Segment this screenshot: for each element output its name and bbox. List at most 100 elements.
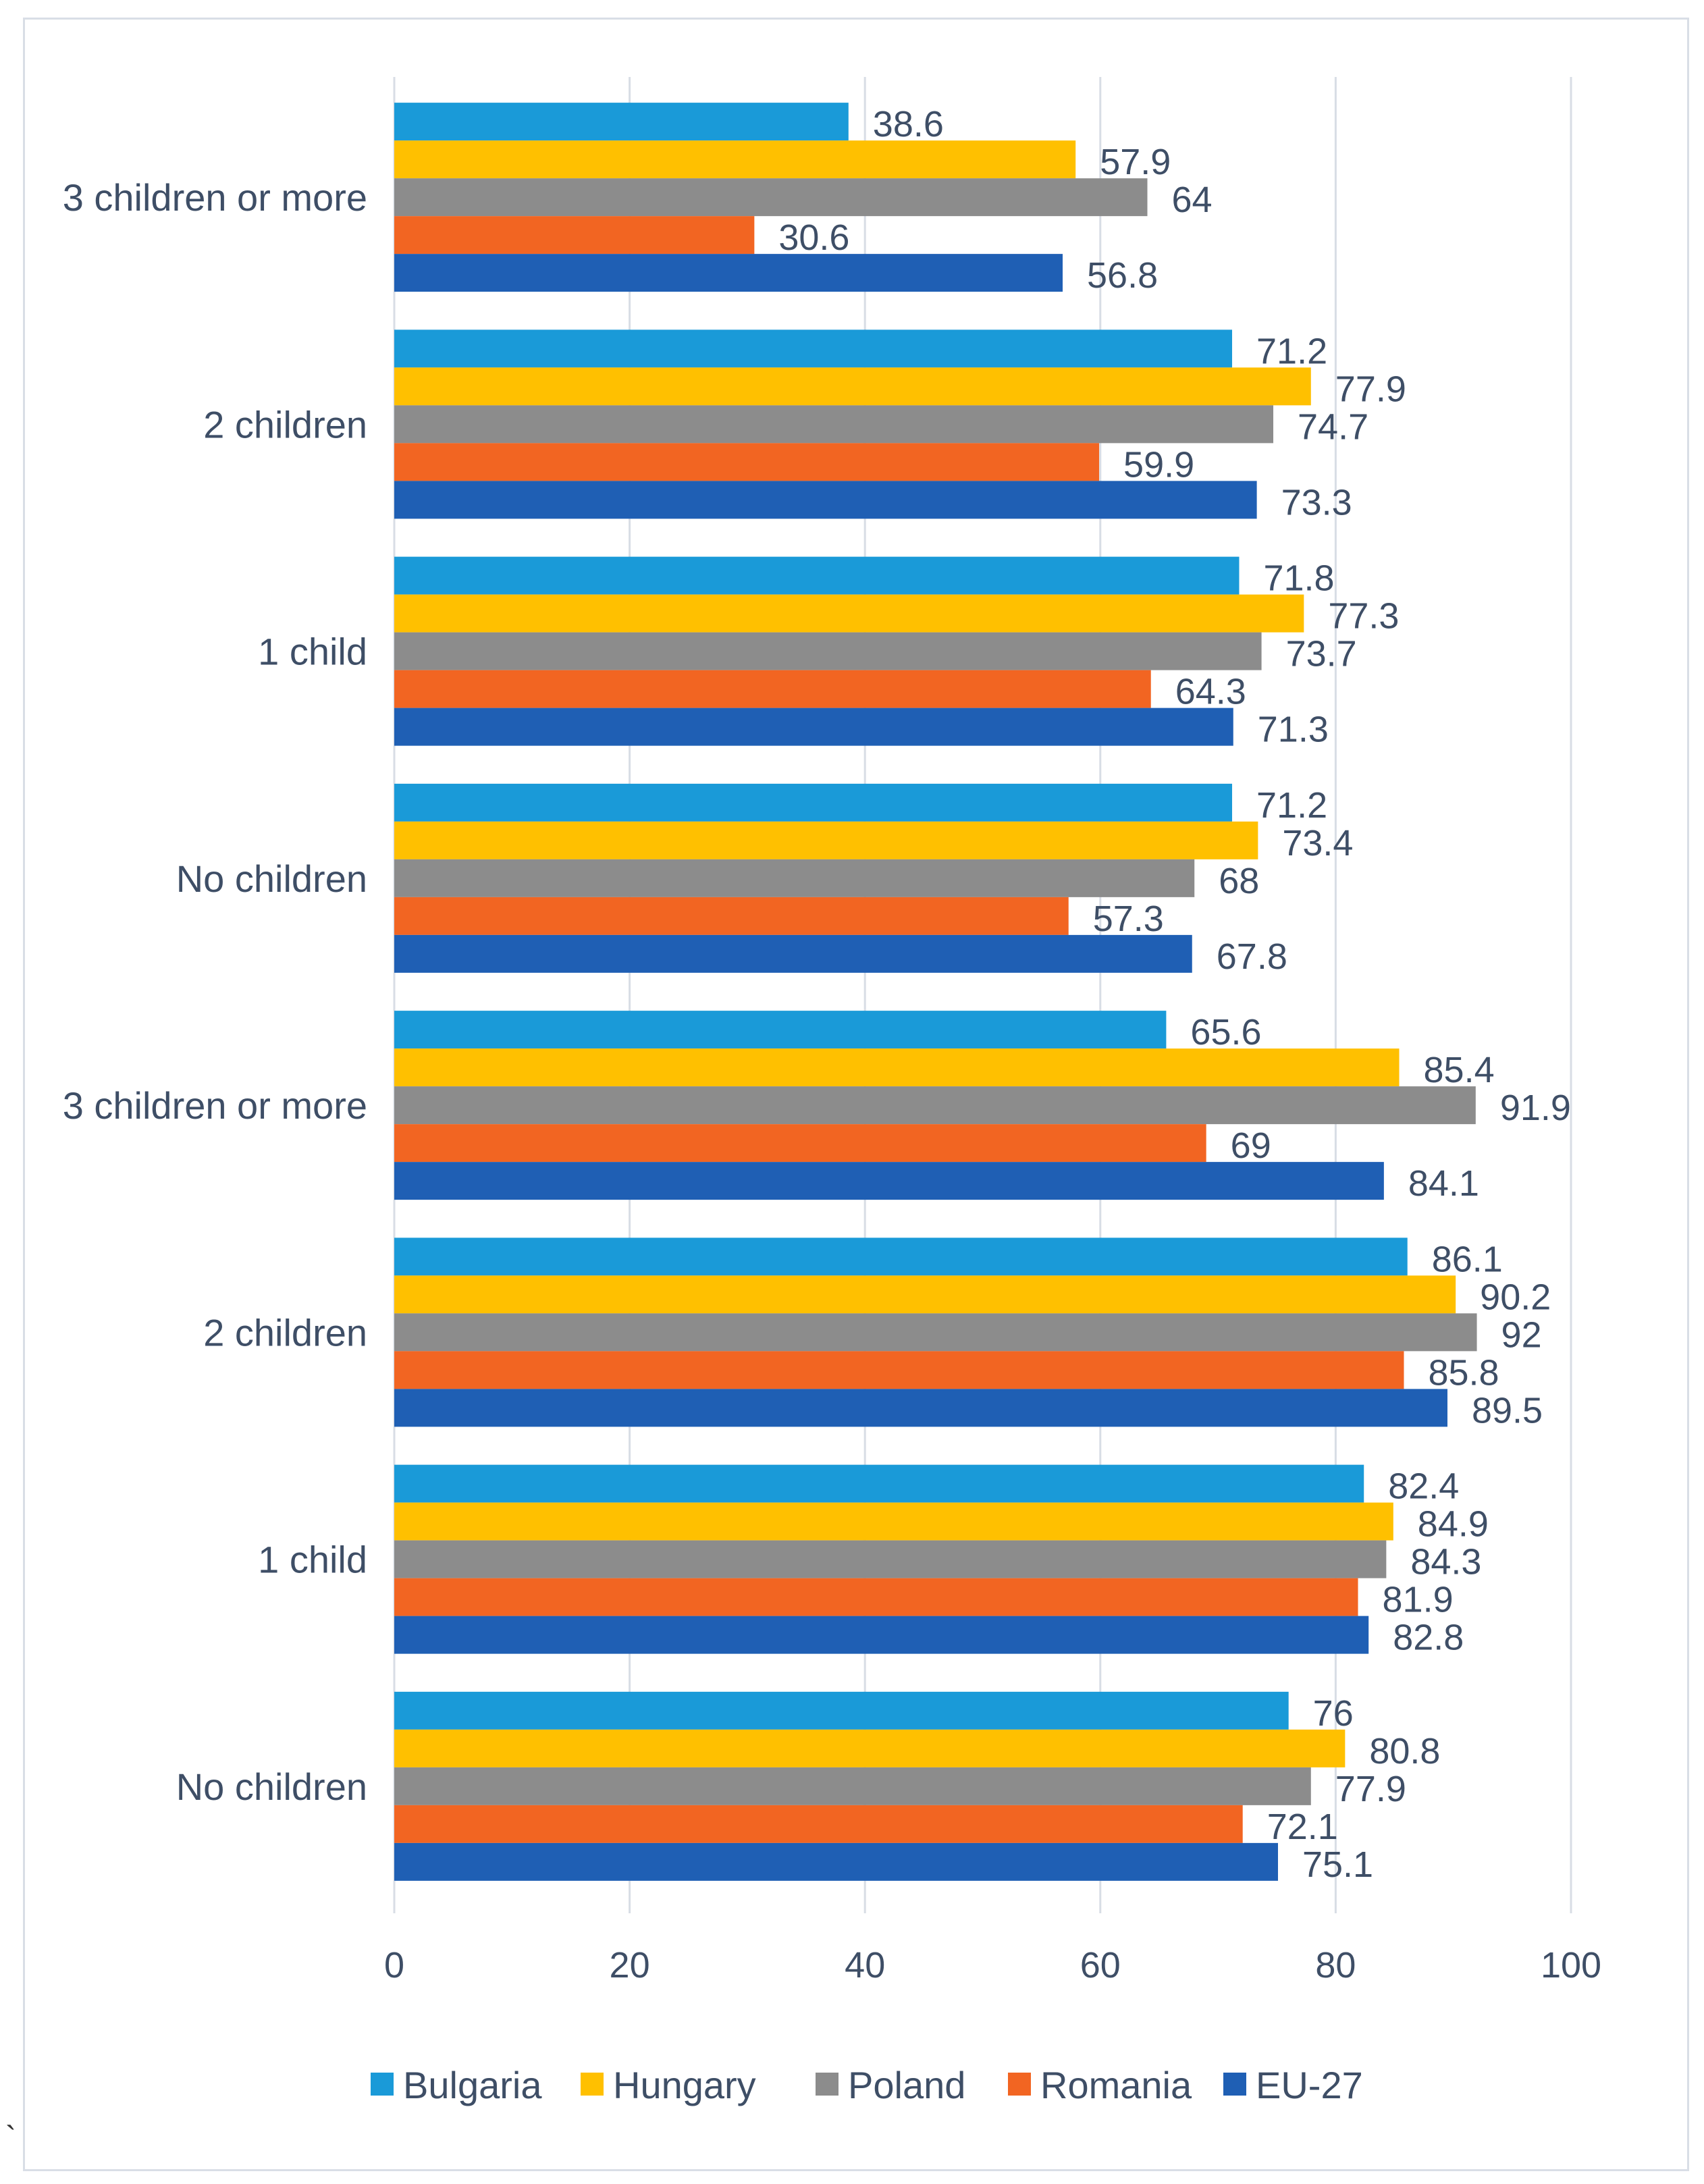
bar-romania-1	[394, 443, 1100, 481]
x-tick-label: 20	[610, 1945, 650, 1986]
bar-bulgaria-4	[394, 1011, 1167, 1049]
category-label: 2 children	[203, 403, 367, 446]
bar-hungary-3	[394, 821, 1258, 859]
value-label: 85.4	[1424, 1050, 1495, 1090]
x-tick-label: 40	[845, 1945, 885, 1986]
legend-label-romania: Romania	[1040, 2064, 1192, 2106]
x-tick-label: 80	[1315, 1945, 1356, 1986]
bar-poland-1	[394, 405, 1274, 444]
value-label: 71.8	[1263, 558, 1334, 599]
legend-label-hungary: Hungary	[613, 2064, 756, 2106]
bar-romania-2	[394, 670, 1151, 708]
bar-poland-4	[394, 1086, 1476, 1125]
bar-poland-2	[394, 632, 1262, 670]
value-label: 77.9	[1335, 1769, 1406, 1809]
legend-swatch-poland	[816, 2073, 838, 2096]
value-label: 64	[1172, 180, 1213, 220]
stray-mark: `	[5, 2121, 16, 2156]
legend-swatch-bulgaria	[371, 2073, 394, 2096]
bar-bulgaria-7	[394, 1691, 1289, 1730]
bar-eu-27-2	[394, 708, 1233, 746]
category-label: 1 child	[258, 631, 367, 673]
value-label: 73.4	[1282, 823, 1353, 863]
value-label: 84.9	[1418, 1504, 1489, 1545]
value-label: 72.1	[1267, 1807, 1338, 1847]
bar-bulgaria-0	[394, 103, 849, 141]
bar-hungary-6	[394, 1502, 1393, 1541]
bar-chart: 38.6 57.964 30.6 56.8 3 children or more 71.2…	[63, 77, 1601, 2106]
category-label: 3 children or more	[63, 176, 367, 219]
bar-bulgaria-1	[394, 329, 1233, 368]
bar-eu-27-4	[394, 1162, 1384, 1200]
value-label: 68	[1219, 861, 1259, 901]
value-label: 77.3	[1328, 596, 1399, 637]
bar-poland-7	[394, 1767, 1311, 1805]
legend-label-bulgaria: Bulgaria	[403, 2064, 542, 2106]
legend-label-eu-27: EU-27	[1256, 2064, 1363, 2106]
value-label: 59.9	[1123, 444, 1194, 485]
value-label: 30.6	[778, 217, 849, 258]
bar-bulgaria-3	[394, 783, 1233, 822]
value-label: 73.3	[1281, 482, 1352, 523]
bar-eu-27-7	[394, 1842, 1278, 1881]
value-label: 64.3	[1175, 672, 1246, 712]
value-label: 82.8	[1393, 1618, 1464, 1658]
bar-eu-27-3	[394, 934, 1192, 973]
value-label: 73.7	[1286, 634, 1357, 674]
bar-hungary-2	[394, 594, 1304, 633]
value-label: 84.3	[1410, 1542, 1481, 1582]
legend-swatch-hungary	[581, 2073, 604, 2096]
value-label: 85.8	[1428, 1352, 1499, 1393]
value-label: 69	[1231, 1125, 1271, 1166]
bar-hungary-1	[394, 367, 1311, 406]
value-label: 74.7	[1298, 406, 1368, 447]
bar-hungary-5	[394, 1275, 1456, 1314]
bar-poland-6	[394, 1540, 1387, 1578]
bar-romania-6	[394, 1578, 1358, 1616]
value-label: 38.6	[873, 104, 944, 144]
legend-swatch-eu-27	[1223, 2073, 1246, 2096]
bar-eu-27-6	[394, 1616, 1369, 1654]
value-label: 67.8	[1217, 936, 1287, 977]
bar-hungary-0	[394, 140, 1076, 179]
bar-romania-3	[394, 897, 1069, 935]
value-label: 92	[1501, 1314, 1542, 1355]
value-label: 56.8	[1087, 255, 1158, 296]
bar-bulgaria-6	[394, 1464, 1364, 1503]
legend-swatch-romania	[1008, 2073, 1031, 2096]
value-label: 57.3	[1093, 899, 1164, 939]
category-label: 3 children or more	[63, 1084, 367, 1127]
category-label: 1 child	[258, 1539, 367, 1581]
bar-hungary-7	[394, 1729, 1346, 1767]
bar-poland-0	[394, 178, 1148, 217]
bar-romania-7	[394, 1805, 1243, 1843]
category-label: No children	[176, 857, 367, 900]
value-label: 90.2	[1480, 1277, 1551, 1317]
chart-frame: 38.6 57.9 64 30.6 56.8 3 children or more 71.2…	[23, 18, 1689, 2171]
value-label: 81.9	[1383, 1580, 1454, 1620]
value-label: 75.1	[1302, 1844, 1373, 1885]
bar-eu-27-1	[394, 481, 1257, 519]
value-label: 71.3	[1258, 710, 1329, 750]
value-label: 89.5	[1472, 1390, 1543, 1431]
bar-bulgaria-5	[394, 1237, 1408, 1276]
x-tick-label: 100	[1541, 1945, 1601, 1986]
x-tick-label: 60	[1080, 1945, 1121, 1986]
category-label: 2 children	[203, 1311, 367, 1354]
bar-hungary-4	[394, 1048, 1400, 1087]
value-label: 86.1	[1432, 1239, 1503, 1279]
value-label: 82.4	[1388, 1466, 1459, 1507]
bar-poland-5	[394, 1313, 1477, 1352]
value-label: 91.9	[1500, 1088, 1571, 1128]
value-label: 77.9	[1335, 369, 1406, 409]
bar-bulgaria-2	[394, 556, 1240, 595]
bar-romania-5	[394, 1351, 1404, 1389]
value-label: 84.1	[1408, 1163, 1479, 1204]
bar-romania-0	[394, 216, 755, 255]
value-label: 71.2	[1256, 785, 1327, 826]
bar-eu-27-0	[394, 254, 1063, 292]
category-label: No children	[176, 1765, 367, 1808]
value-label: 71.2	[1256, 331, 1327, 371]
legend-label-poland: Poland	[848, 2064, 965, 2106]
bar-poland-3	[394, 859, 1195, 897]
